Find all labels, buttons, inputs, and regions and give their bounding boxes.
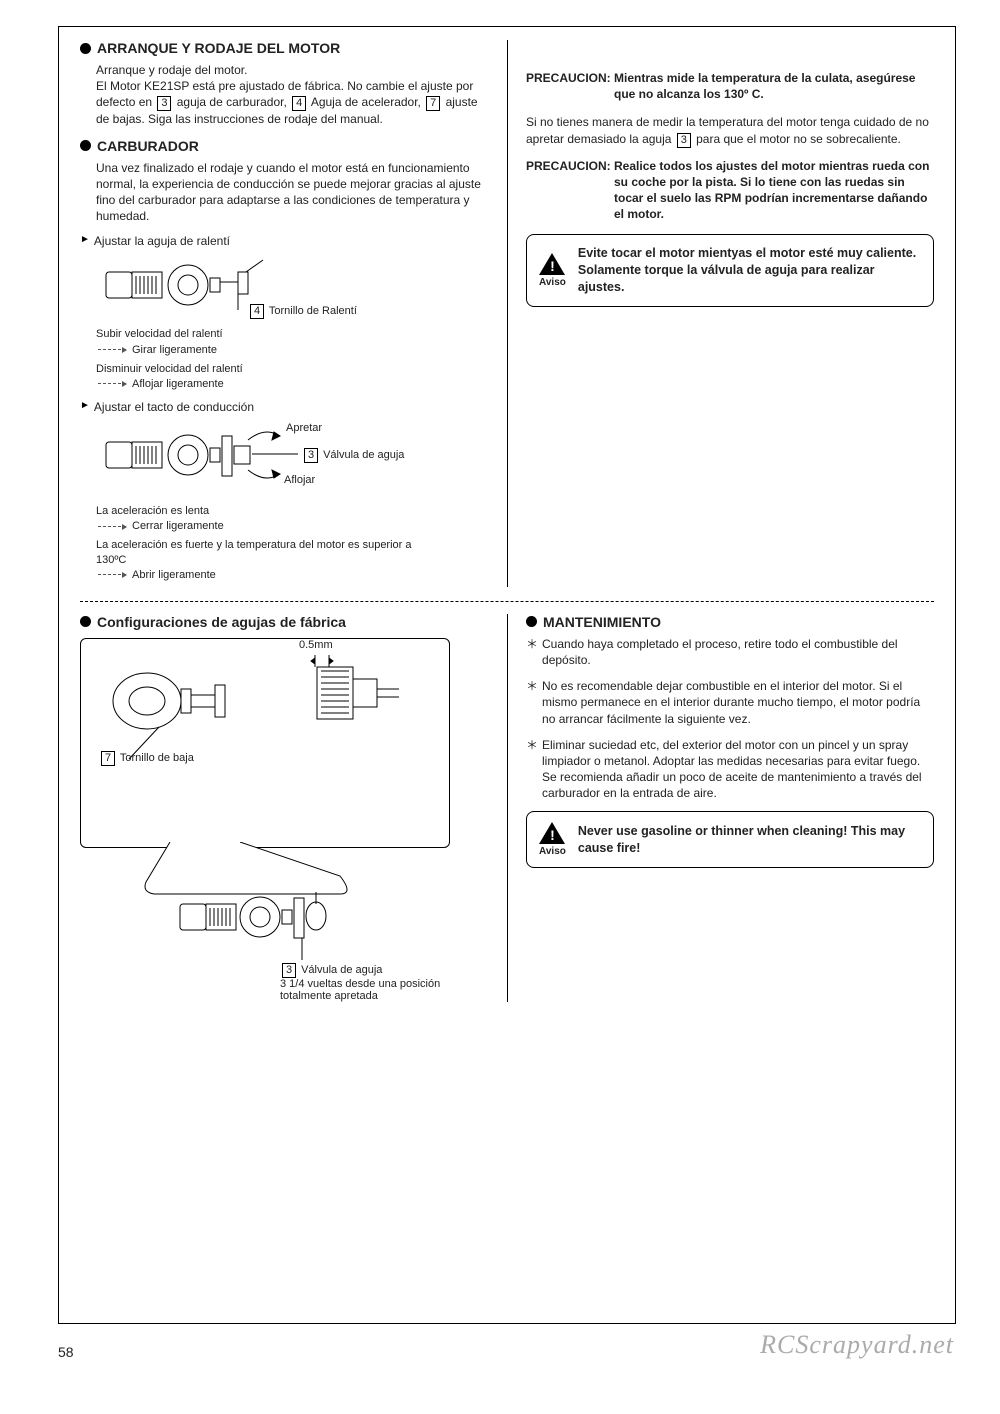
aviso-box-1: Aviso Evite tocar el motor mientyas el m…: [526, 234, 934, 307]
right-ref3: 3: [677, 133, 691, 148]
acc-slow-arrow-text: Cerrar ligeramente: [132, 520, 224, 532]
ref-box-7: 7: [426, 96, 440, 111]
sub2-text: Ajustar el tacto de conducción: [94, 400, 254, 414]
sub1-text: Ajustar la aguja de ralentí: [94, 234, 230, 248]
c1-pre: PRECAUCION:: [526, 71, 611, 85]
aviso-box-2: Aviso Never use gasoline or thinner when…: [526, 811, 934, 868]
mant-i1-text: Cuando haya completado el proceso, retir…: [542, 636, 934, 668]
bottom-columns: Configuraciones de agujas de fábrica: [80, 614, 934, 1002]
d2-label: Válvula de aguja: [323, 449, 404, 461]
d2-callout: 3 Válvula de aguja: [302, 448, 404, 463]
warning-icon: [539, 822, 565, 844]
arranque-body: Arranque y rodaje del motor. El Motor KE…: [96, 62, 489, 128]
c1-text: Mientras mide la temperatura de la culat…: [614, 71, 915, 101]
factory-ref7-label: Tornillo de baja: [120, 752, 194, 764]
watermark: RCScrapyard.net: [760, 1330, 954, 1360]
right-p1: Si no tienes manera de medir la temperat…: [526, 114, 934, 147]
aviso-text-1: Evite tocar el motor mientyas el motor e…: [578, 245, 921, 296]
speed-down-label: Disminuir velocidad del ralentí: [96, 362, 489, 376]
section-arranque-title: ARRANQUE Y RODAJE DEL MOTOR: [80, 40, 489, 56]
right-column-top: PRECAUCION: Mientras mide la temperatura…: [507, 40, 934, 587]
asterisk-icon: ＊: [526, 737, 538, 802]
asterisk-icon: ＊: [526, 678, 538, 727]
left-column: ARRANQUE Y RODAJE DEL MOTOR Arranque y r…: [80, 40, 507, 587]
speed-up-label: Subir velocidad del ralentí: [96, 327, 489, 341]
arranque-p2b: aguja de carburador,: [173, 95, 290, 109]
factory-ref7: 7 Tornillo de baja: [99, 751, 194, 766]
factory-diagram: [89, 649, 443, 839]
factory-diagram-box: 0.5mm 7 Tornillo de baja: [80, 638, 450, 848]
factory-ref7-num: 7: [101, 751, 115, 766]
factory-lower-svg: [140, 842, 460, 982]
aviso-label-1: Aviso: [539, 277, 566, 288]
d2-aflojar: Aflojar: [284, 474, 315, 486]
caution-1: PRECAUCION: Mientras mide la temperatura…: [526, 70, 934, 102]
acc-strong-arrow-text: Abrir ligeramente: [132, 569, 216, 581]
carburador-intro: Una vez finalizado el rodaje y cuando el…: [96, 160, 489, 225]
factory-turns: 3 1/4 vueltas desde una posición totalme…: [280, 978, 460, 1002]
c2-text: Realice todos los ajustes del motor mien…: [614, 159, 929, 222]
diagram-tacto: Apretar 3 Válvula de aguja Aflojar: [98, 418, 489, 496]
d2-apretar: Apretar: [286, 422, 322, 434]
aviso-icon-col-2: Aviso: [539, 822, 566, 857]
right-p1b: para que el motor no se sobrecaliente.: [693, 132, 901, 146]
d1-label: Tornillo de Ralentí: [269, 305, 357, 317]
factory-lower: 3 Válvula de aguja 3 1/4 vueltas desde u…: [140, 842, 489, 1002]
section-mant-title: MANTENIMIENTO: [526, 614, 934, 630]
top-columns: ARRANQUE Y RODAJE DEL MOTOR Arranque y r…: [80, 40, 934, 587]
ref-box-3: 3: [157, 96, 171, 111]
acc-strong-label: La aceleración es fuerte y la temperatur…: [96, 538, 436, 567]
factory-ref3-num: 3: [282, 963, 296, 978]
c2-pre: PRECAUCION:: [526, 159, 611, 173]
mant-item-2: ＊No es recomendable dejar combustible en…: [526, 678, 934, 727]
mant-item-1: ＊Cuando haya completado el proceso, reti…: [526, 636, 934, 668]
d1-callout: 4 Tornillo de Ralentí: [248, 304, 489, 319]
aviso-text-2: Never use gasoline or thinner when clean…: [578, 823, 921, 857]
mant-item-3: ＊Eliminar suciedad etc, del exterior del…: [526, 737, 934, 802]
right-column-bottom: MANTENIMIENTO ＊Cuando haya completado el…: [507, 614, 934, 1002]
arranque-p1: Arranque y rodaje del motor.: [96, 63, 247, 77]
acc-strong-arrow: Abrir ligeramente: [98, 569, 489, 581]
mant-i2-text: No es recomendable dejar combustible en …: [542, 678, 934, 727]
speed-up-arrow-text: Girar ligeramente: [132, 344, 217, 356]
sub-ajustar-tacto: Ajustar el tacto de conducción: [80, 400, 489, 414]
factory-ref3-label: Válvula de aguja: [301, 964, 382, 976]
section-factory-title: Configuraciones de agujas de fábrica: [80, 614, 489, 630]
acc-slow-arrow: Cerrar ligeramente: [98, 520, 489, 532]
factory-gap: 0.5mm: [299, 639, 333, 651]
speed-down-arrow: Aflojar ligeramente: [98, 378, 489, 390]
aviso-label-2: Aviso: [539, 846, 566, 857]
warning-icon: [539, 253, 565, 275]
section-carburador-title: CARBURADOR: [80, 138, 489, 154]
ref-box-4: 4: [292, 96, 306, 111]
arranque-p2c: Aguja de acelerador,: [308, 95, 424, 109]
speed-down-arrow-text: Aflojar ligeramente: [132, 378, 224, 390]
speed-up-arrow: Girar ligeramente: [98, 344, 489, 356]
dashed-divider: [80, 601, 934, 602]
aviso-icon-col: Aviso: [539, 253, 566, 288]
asterisk-icon: ＊: [526, 636, 538, 668]
d1-ref: 4: [250, 304, 264, 319]
page-content: ARRANQUE Y RODAJE DEL MOTOR Arranque y r…: [58, 26, 956, 1324]
diagram-ralenti: 4 Tornillo de Ralentí: [98, 252, 489, 319]
page-number: 58: [58, 1344, 74, 1360]
d2-ref: 3: [304, 448, 318, 463]
mant-i3-text: Eliminar suciedad etc, del exterior del …: [542, 737, 934, 802]
caution-2: PRECAUCION: Realice todos los ajustes de…: [526, 158, 934, 223]
acc-slow-label: La aceleración es lenta: [96, 504, 489, 518]
left-column-bottom: Configuraciones de agujas de fábrica: [80, 614, 507, 1002]
sub-ajustar-ralenti: Ajustar la aguja de ralentí: [80, 234, 489, 248]
